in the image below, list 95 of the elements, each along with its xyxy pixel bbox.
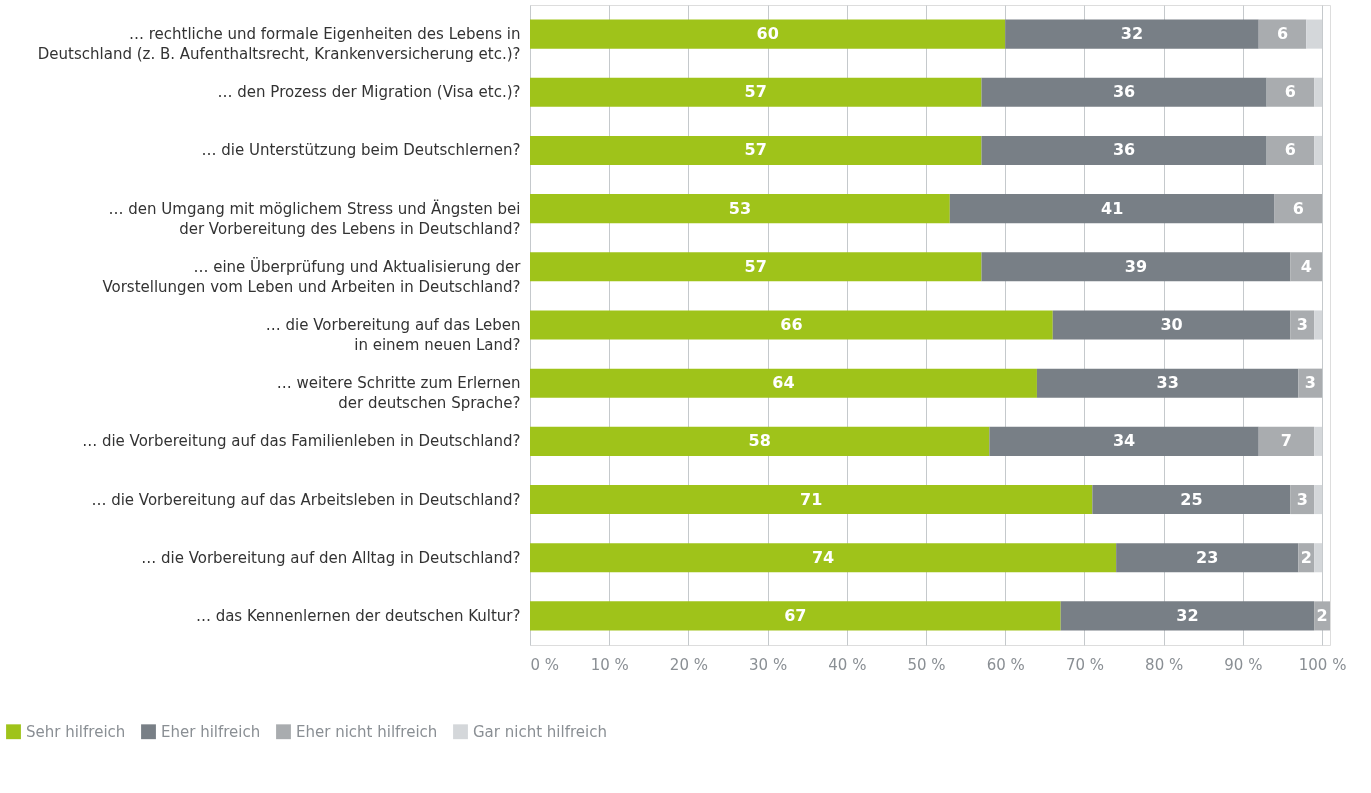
- data-label: 36: [1112, 140, 1136, 160]
- data-label: 33: [1156, 373, 1179, 393]
- y-tick-label: … die Vorbereitung auf das Leben in einem neuen Land?: [265, 316, 521, 354]
- y-tick-label: … die Vorbereitung auf den Alltag in Deutschland?: [141, 548, 521, 567]
- y-tick-label: … die Vorbereitung auf das Arbeitsleben in Deutschland?: [91, 490, 521, 509]
- bar: [1290, 252, 1323, 282]
- bar: [530, 426, 990, 456]
- bar: [1116, 543, 1299, 573]
- data-label: 53: [728, 198, 752, 218]
- bar: [1314, 77, 1323, 107]
- data-label: 6: [1276, 24, 1289, 44]
- bar: [989, 426, 1259, 456]
- bar: [530, 135, 982, 165]
- data-label: 32: [1120, 24, 1144, 44]
- bar: [530, 485, 1093, 515]
- data-label: 2: [1300, 547, 1312, 567]
- x-tick-label: 90 %: [1224, 655, 1263, 674]
- legend-label: Sehr hilfreich: [26, 722, 126, 741]
- data-label: 57: [744, 256, 767, 276]
- bar: [530, 601, 1061, 631]
- bar: [949, 194, 1275, 224]
- bar: [1005, 19, 1259, 49]
- bar: [1314, 135, 1323, 165]
- data-label: 30: [1160, 315, 1183, 334]
- y-tick-label: … weitere Schritte zum Erlernen der deutschen Sprache?: [276, 374, 521, 413]
- y-tick-label: … das Kennenlernen der deutschen Kultur?: [195, 606, 521, 625]
- bar: [1306, 19, 1323, 49]
- bar: [1258, 19, 1307, 49]
- data-label: 3: [1296, 489, 1308, 509]
- bar: [1314, 543, 1323, 573]
- data-label: 36: [1112, 82, 1136, 102]
- data-label: 67: [784, 605, 807, 625]
- bar: [981, 252, 1291, 282]
- x-tick-label: 60 %: [986, 655, 1025, 674]
- data-label: 6: [1284, 140, 1296, 160]
- x-tick-label: 10 %: [590, 655, 629, 674]
- bar: [1060, 601, 1315, 631]
- data-label: 39: [1124, 256, 1148, 276]
- data-label: 3: [1304, 373, 1316, 393]
- data-label: 23: [1196, 547, 1219, 567]
- bar: [981, 77, 1267, 107]
- legend-label: Gar nicht hilfreich: [473, 722, 607, 741]
- data-label: 4: [1300, 256, 1312, 276]
- y-tick-label: … die Vorbereitung auf das Familienleben in Deutschland?: [82, 432, 521, 451]
- y-tick-label: … den Umgang mit möglichem Stress und Ängsten bei der Vorbereitung des Lebens in Deutschland?: [108, 198, 521, 238]
- bar: [1314, 426, 1323, 456]
- bar: [530, 19, 1006, 49]
- x-tick-label: 50 %: [907, 655, 946, 674]
- y-tick-label: … den Prozess der Migration (Visa etc.)?: [217, 83, 521, 102]
- y-tick-label: … die Unterstützung beim Deutschlernen?: [201, 141, 521, 160]
- y-tick-label: … eine Überprüfung und Aktualisierung der Vorstellungen vom Leben und Arbeiten in Deutschland?: [102, 256, 522, 296]
- x-tick-label: 0 %: [530, 655, 560, 674]
- x-tick-label: 30 %: [749, 655, 788, 674]
- data-label: 7: [1280, 431, 1293, 451]
- bar: [1290, 310, 1315, 340]
- bar: [530, 252, 982, 282]
- data-label: 57: [744, 82, 767, 102]
- bar: [530, 194, 950, 224]
- data-label: 32: [1176, 605, 1199, 625]
- data-label: 6: [1284, 82, 1296, 102]
- x-tick-label: 40 %: [828, 655, 867, 674]
- data-label: 60: [756, 24, 779, 44]
- y-tick-label: … rechtliche und formale Eigenheiten des Lebens in Deutschland (z. B. Aufenthaltsrecht, Krankenversicherung etc.)?: [37, 25, 521, 64]
- data-label: 25: [1180, 489, 1203, 509]
- bar: [1314, 485, 1323, 515]
- x-tick-label: 70 %: [1065, 655, 1105, 674]
- bar: [1314, 310, 1323, 340]
- data-label: 41: [1101, 198, 1124, 218]
- data-label: 71: [800, 489, 823, 509]
- data-label: 6: [1292, 198, 1304, 218]
- bar: [981, 135, 1267, 165]
- x-tick-label: 100 %: [1298, 655, 1347, 674]
- data-label: 57: [744, 140, 767, 160]
- data-label: 74: [811, 547, 835, 567]
- data-label: 2: [1316, 605, 1328, 625]
- legend-label: Eher hilfreich: [161, 722, 261, 741]
- bar: [1258, 426, 1315, 456]
- bar: [1036, 368, 1299, 398]
- x-tick-label: 80 %: [1145, 655, 1184, 674]
- bar: [1274, 194, 1323, 224]
- x-tick-label: 20 %: [669, 655, 708, 674]
- legend-label: Eher nicht hilfreich: [296, 722, 438, 741]
- bar: [1266, 135, 1315, 165]
- bar: [530, 77, 982, 107]
- bar: [1092, 485, 1291, 515]
- data-label: 34: [1112, 431, 1136, 451]
- data-label: 64: [772, 373, 795, 393]
- bar: [530, 543, 1117, 573]
- data-label: 3: [1296, 315, 1308, 334]
- bar: [1266, 77, 1315, 107]
- bar: [530, 368, 1037, 398]
- bar: [530, 310, 1053, 340]
- data-label: 66: [780, 315, 803, 334]
- bar: [1052, 310, 1291, 340]
- data-label: 58: [748, 431, 771, 451]
